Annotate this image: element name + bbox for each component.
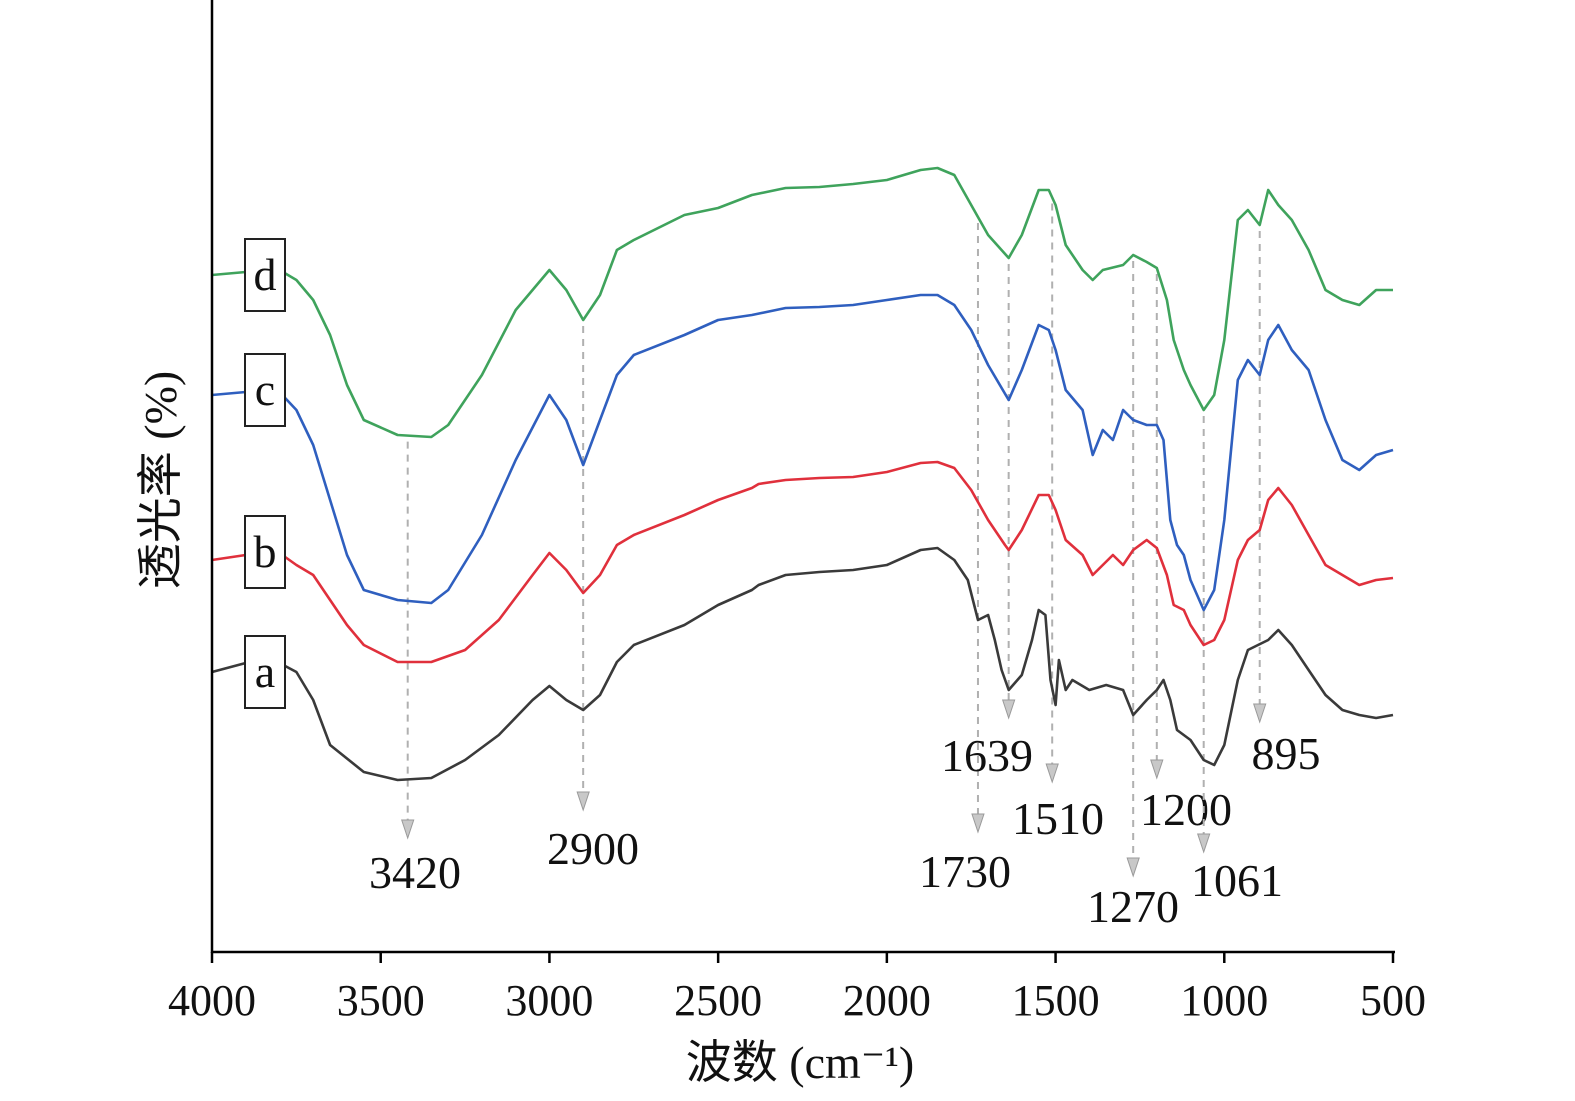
x-axis-title: 波数 (cm⁻¹) [686, 1037, 914, 1088]
curve-label-d: d [244, 238, 286, 312]
x-tick-label: 4000 [168, 976, 256, 1025]
series-group [211, 166, 1394, 782]
x-tick-label: 3500 [337, 976, 425, 1025]
peak-marker-1270: 1270 [1087, 261, 1179, 932]
peak-marker-3420: 3420 [369, 441, 461, 898]
curve-label-text: a [255, 646, 275, 697]
peak-label: 3420 [369, 847, 461, 898]
peak-marker-1639: 1639 [941, 264, 1033, 781]
arrow-down-icon [1126, 857, 1140, 878]
peak-annotations: 3420 2900 1730 1639 1510 1270 1200 1061 895 [369, 203, 1321, 932]
arrow-down-icon [1150, 759, 1164, 780]
arrow-down-icon [1197, 833, 1211, 854]
peak-marker-1510: 1510 [1012, 203, 1104, 844]
curve-label-box [244, 515, 286, 589]
peak-marker-1200: 1200 [1140, 274, 1232, 835]
x-tick-label: 2500 [674, 976, 762, 1025]
arrow-down-icon [971, 813, 985, 834]
peak-label: 1061 [1191, 855, 1283, 906]
peak-label: 2900 [547, 823, 639, 874]
peak-label: 1270 [1087, 881, 1179, 932]
curve-label-box [244, 238, 286, 312]
peak-label: 1639 [941, 730, 1033, 781]
curve-label-text: c [255, 364, 275, 415]
x-tick-label: 2000 [843, 976, 931, 1025]
series-line-b [211, 460, 1394, 664]
peak-label: 895 [1252, 728, 1321, 779]
curve-label-box [244, 635, 286, 709]
axes [210, 0, 1395, 954]
curve-label-box [244, 353, 286, 427]
peak-marker-2900: 2900 [547, 326, 639, 874]
peak-label: 1510 [1012, 793, 1104, 844]
x-tick-label: 1000 [1180, 976, 1268, 1025]
curve-label-text: d [254, 249, 277, 300]
curve-labels: a b c d [244, 238, 286, 709]
curve-label-text: b [254, 526, 277, 577]
x-ticks: 4000 3500 3000 2500 2000 1500 1000 500 [168, 952, 1426, 1025]
arrow-down-icon [1001, 699, 1016, 720]
curve-label-a: a [244, 635, 286, 709]
arrow-down-icon [576, 791, 590, 812]
x-tick-label: 3000 [505, 976, 593, 1025]
peak-label: 1730 [919, 846, 1011, 897]
y-axis-title: 透光率 (%) [135, 371, 186, 589]
x-tick-label: 500 [1360, 976, 1426, 1025]
peak-marker-1061: 1061 [1191, 416, 1283, 906]
series-line-c [211, 293, 1394, 612]
series-line-d [211, 166, 1393, 439]
arrow-down-icon [1253, 703, 1267, 724]
x-tick-label: 1500 [1012, 976, 1100, 1025]
series-line-a [211, 546, 1394, 782]
curve-label-c: c [244, 353, 286, 427]
peak-marker-1730: 1730 [919, 223, 1011, 897]
arrow-down-icon [1045, 763, 1059, 784]
peak-marker-895: 895 [1252, 231, 1321, 779]
curve-label-b: b [244, 515, 286, 589]
arrow-down-icon [401, 819, 415, 840]
peak-label: 1200 [1140, 784, 1232, 835]
